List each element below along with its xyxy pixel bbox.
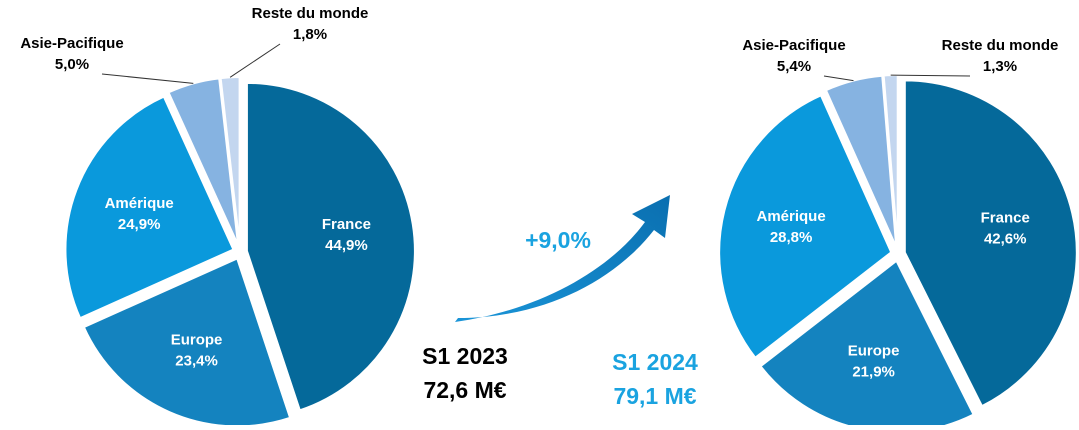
slice-value-label: 28,8% bbox=[770, 229, 813, 246]
slice-value-label: 42,6% bbox=[984, 231, 1027, 248]
chart-title: S1 2024 bbox=[612, 349, 698, 375]
leader-line bbox=[890, 74, 971, 77]
pie-slice bbox=[167, 77, 240, 246]
slice-category: Amérique bbox=[105, 195, 174, 212]
slice-value-label: 1,3% bbox=[983, 58, 1017, 75]
slice-category: Europe bbox=[848, 342, 900, 359]
pie-slice bbox=[903, 79, 1078, 408]
pie-slice bbox=[82, 257, 292, 428]
slice-category: Reste du monde bbox=[252, 5, 369, 22]
slice-value-label: 1,8% bbox=[293, 26, 327, 43]
slice-value-label: 5,0% bbox=[55, 56, 89, 73]
slice-value-label: 5,4% bbox=[777, 58, 811, 75]
pie-slice bbox=[64, 95, 235, 320]
growth-label: +9,0% bbox=[525, 227, 591, 253]
chart-subtitle: 72,6 M€ bbox=[423, 377, 506, 403]
slice-value-label: 21,9% bbox=[852, 363, 895, 380]
slice-category: Reste du monde bbox=[942, 37, 1059, 54]
slice-category: Asie-Pacifique bbox=[742, 37, 845, 54]
pie-slice bbox=[718, 93, 893, 360]
slice-category: France bbox=[322, 216, 371, 233]
slice-value-label: 44,9% bbox=[325, 237, 368, 254]
slice-value-label: 24,9% bbox=[118, 216, 161, 233]
pie-slice bbox=[245, 81, 416, 412]
leader-line bbox=[229, 43, 281, 78]
pie-slice bbox=[824, 74, 898, 248]
chart-title: S1 2023 bbox=[422, 343, 508, 369]
slice-category: France bbox=[981, 210, 1030, 227]
slice-category: Europe bbox=[171, 332, 223, 349]
leader-line bbox=[823, 75, 854, 82]
slice-category: Amérique bbox=[756, 208, 825, 225]
leader-line bbox=[101, 73, 194, 84]
growth-arrow bbox=[455, 195, 670, 322]
chart-subtitle: 79,1 M€ bbox=[613, 383, 696, 409]
slice-value-label: 23,4% bbox=[175, 353, 218, 370]
slice-category: Asie-Pacifique bbox=[20, 35, 123, 52]
